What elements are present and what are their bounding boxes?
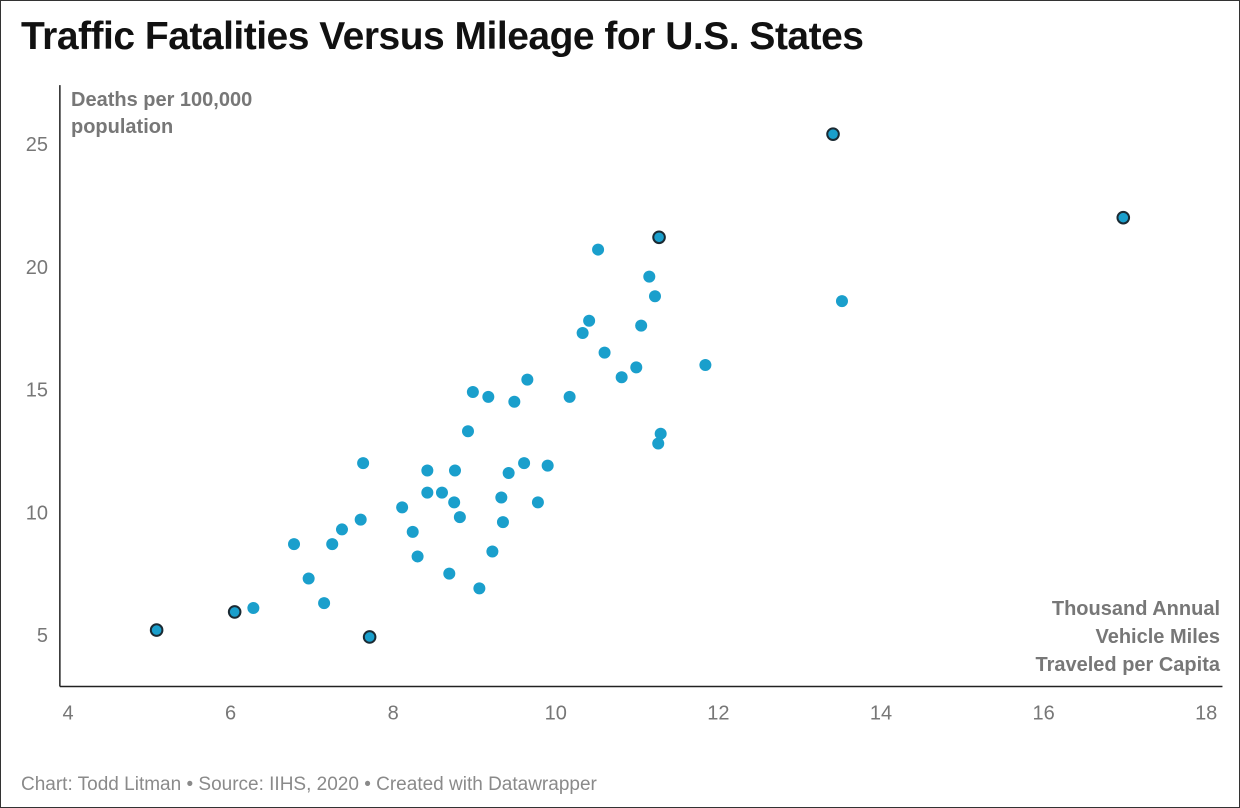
data-point <box>411 550 424 563</box>
data-point <box>335 523 348 536</box>
data-point <box>630 361 643 374</box>
data-point <box>406 525 419 538</box>
data-point <box>541 459 554 472</box>
x-tick-label: 10 <box>545 703 567 725</box>
data-point <box>563 390 576 403</box>
data-point <box>318 597 331 610</box>
data-point <box>699 358 712 371</box>
data-point <box>521 373 534 386</box>
highlighted-data-point <box>1116 210 1131 225</box>
y-tick-label: 25 <box>26 134 48 156</box>
y-tick-label: 15 <box>26 380 48 402</box>
x-tick-label: 4 <box>62 703 73 725</box>
y-axis-title: population <box>71 116 173 138</box>
data-point <box>453 511 466 524</box>
data-point <box>357 457 370 470</box>
chart-footer: Chart: Todd Litman • Source: IIHS, 2020 … <box>21 774 597 795</box>
data-point <box>326 538 339 551</box>
data-point <box>592 243 605 256</box>
data-point <box>396 501 409 514</box>
data-point <box>583 314 596 327</box>
data-point <box>654 427 667 440</box>
data-point <box>643 270 656 283</box>
data-point <box>495 491 508 504</box>
data-point <box>496 516 509 529</box>
data-point <box>635 319 648 332</box>
x-axis-title: Vehicle Miles <box>1095 626 1220 648</box>
data-point <box>508 395 521 408</box>
data-point <box>502 466 515 479</box>
highlighted-data-point <box>149 623 164 637</box>
y-tick-label: 20 <box>26 257 48 279</box>
highlighted-data-point <box>227 605 242 619</box>
data-point <box>486 545 499 558</box>
data-point <box>531 496 544 509</box>
data-point <box>435 486 448 499</box>
data-point <box>652 437 665 450</box>
data-point <box>421 464 434 477</box>
data-point <box>443 567 456 580</box>
data-point <box>288 538 301 551</box>
y-axis-title: Deaths per 100,000 <box>71 89 252 111</box>
data-point <box>482 390 495 403</box>
data-point <box>473 582 486 595</box>
data-point <box>302 572 315 585</box>
data-point <box>448 496 461 509</box>
x-tick-label: 12 <box>707 703 729 725</box>
data-point <box>598 346 611 359</box>
highlighted-data-point <box>826 127 840 141</box>
y-tick-label: 10 <box>26 502 48 524</box>
x-tick-label: 16 <box>1032 703 1054 725</box>
data-point <box>448 464 461 477</box>
x-tick-label: 14 <box>870 703 892 725</box>
x-axis-title: Traveled per Capita <box>1035 654 1220 676</box>
x-tick-label: 6 <box>225 703 236 725</box>
data-point <box>354 513 367 526</box>
x-tick-label: 18 <box>1195 703 1217 725</box>
data-point <box>576 327 589 340</box>
data-point <box>421 486 434 499</box>
x-tick-label: 8 <box>388 703 399 725</box>
chart-title: Traffic Fatalities Versus Mileage for U.… <box>21 15 864 58</box>
data-point <box>461 425 474 438</box>
data-point <box>466 385 479 398</box>
data-point <box>648 290 661 303</box>
data-point <box>247 601 260 614</box>
data-point <box>615 371 628 384</box>
highlighted-data-point <box>362 630 377 644</box>
x-axis-title: Thousand Annual <box>1052 598 1220 620</box>
data-point <box>835 295 848 308</box>
y-tick-label: 5 <box>37 625 48 647</box>
data-point <box>518 457 531 470</box>
highlighted-data-point <box>652 230 666 245</box>
